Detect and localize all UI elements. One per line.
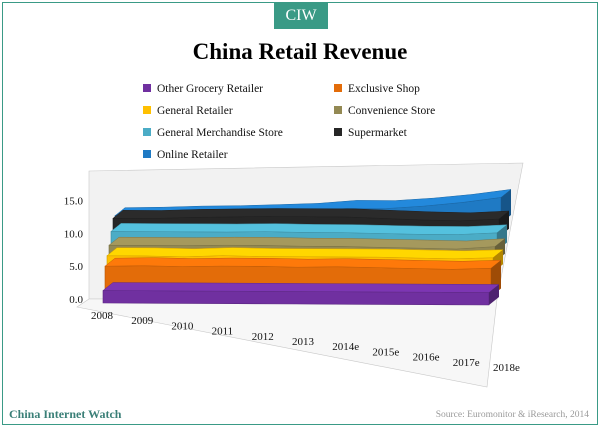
legend-item: General Merchandise Store (143, 126, 283, 140)
legend-swatch (143, 150, 151, 158)
legend-label: Exclusive Shop (348, 83, 420, 95)
ciw-logo: CIW (274, 3, 328, 29)
chart-title: China Retail Revenue (192, 39, 408, 64)
x-tick-label: 2016e (413, 352, 440, 364)
legend-item: Online Retailer (143, 148, 228, 162)
legend-swatch (334, 128, 342, 136)
footer-source: Source: Euromonitor & iResearch, 2014 (435, 410, 589, 420)
legend-item: Convenience Store (334, 104, 435, 118)
legend-item: General Retailer (143, 104, 233, 118)
legend-item: Exclusive Shop (334, 82, 420, 96)
chart-plot: 0.05.010.015.0RMB, Trillion2008200920102… (64, 162, 524, 388)
chart-floor (76, 298, 498, 388)
legend-label: Other Grocery Retailer (157, 83, 264, 95)
x-tick-label: 2017e (453, 357, 480, 369)
x-tick-label: 2010 (171, 320, 194, 332)
legend-swatch (143, 106, 151, 114)
x-tick-label: 2008 (91, 310, 114, 322)
y-tick-label: 15.0 (64, 196, 84, 208)
y-tick-label: 10.0 (64, 228, 84, 240)
x-tick-label: 2012 (252, 331, 274, 343)
legend-label: Online Retailer (157, 149, 228, 161)
legend-label: General Retailer (157, 105, 233, 117)
ribbon-other-grocery-retailer (102, 290, 490, 306)
x-tick-label: 2011 (212, 326, 234, 338)
x-tick-label: 2009 (131, 315, 154, 327)
legend-swatch (143, 84, 151, 92)
ribbon-top (102, 282, 500, 293)
legend-item: Supermarket (334, 126, 407, 140)
legend-item: Other Grocery Retailer (143, 82, 263, 96)
y-tick-label: 5.0 (69, 261, 83, 273)
footer-brand: China Internet Watch (9, 407, 122, 421)
legend-label: Supermarket (348, 127, 407, 139)
legend-swatch (334, 84, 342, 92)
ribbon-top (106, 247, 504, 260)
x-tick-label: 2014e (332, 341, 359, 353)
legend-label: General Merchandise Store (157, 127, 283, 139)
legend-label: Convenience Store (348, 105, 436, 117)
x-tick-label: 2018e (493, 362, 520, 374)
ribbon-cap (489, 284, 499, 305)
x-tick-label: 2015e (372, 346, 399, 358)
legend-swatch (334, 106, 342, 114)
legend-swatch (143, 128, 151, 136)
x-tick-label: 2013 (292, 336, 315, 348)
y-tick-label: 0.0 (69, 294, 83, 306)
